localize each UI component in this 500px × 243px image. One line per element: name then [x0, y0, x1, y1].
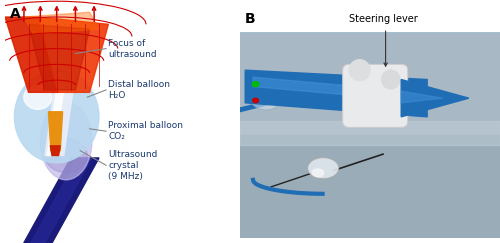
Text: B: B	[245, 12, 256, 26]
Polygon shape	[24, 12, 99, 34]
Polygon shape	[24, 158, 99, 243]
Ellipse shape	[382, 70, 400, 89]
Polygon shape	[240, 136, 500, 238]
Text: Distal balloon
H₂O: Distal balloon H₂O	[108, 80, 170, 100]
Polygon shape	[48, 73, 66, 156]
Text: Steering lever: Steering lever	[349, 14, 418, 24]
Polygon shape	[5, 17, 57, 92]
Ellipse shape	[40, 102, 92, 180]
Polygon shape	[50, 146, 60, 156]
Ellipse shape	[14, 70, 99, 163]
FancyBboxPatch shape	[240, 33, 500, 238]
Ellipse shape	[24, 85, 52, 109]
Polygon shape	[401, 91, 443, 103]
Polygon shape	[45, 73, 76, 156]
Polygon shape	[240, 33, 500, 136]
Polygon shape	[28, 24, 90, 90]
Ellipse shape	[349, 60, 370, 81]
Ellipse shape	[308, 158, 339, 179]
Polygon shape	[38, 17, 108, 92]
Ellipse shape	[45, 139, 88, 173]
FancyBboxPatch shape	[342, 64, 407, 127]
Polygon shape	[240, 122, 500, 145]
Ellipse shape	[312, 168, 324, 177]
Ellipse shape	[252, 98, 258, 103]
Text: Proximal balloon
CO₂: Proximal balloon CO₂	[108, 121, 184, 141]
Polygon shape	[31, 158, 92, 243]
Polygon shape	[48, 112, 62, 151]
Text: A: A	[10, 7, 20, 21]
Polygon shape	[253, 77, 409, 101]
Polygon shape	[245, 70, 427, 117]
Ellipse shape	[252, 82, 259, 87]
Ellipse shape	[248, 77, 284, 110]
Text: Ultrasound
crystal
(9 MHz): Ultrasound crystal (9 MHz)	[108, 150, 158, 181]
Text: Focus of
ultrasound: Focus of ultrasound	[108, 39, 157, 59]
Polygon shape	[401, 79, 469, 117]
